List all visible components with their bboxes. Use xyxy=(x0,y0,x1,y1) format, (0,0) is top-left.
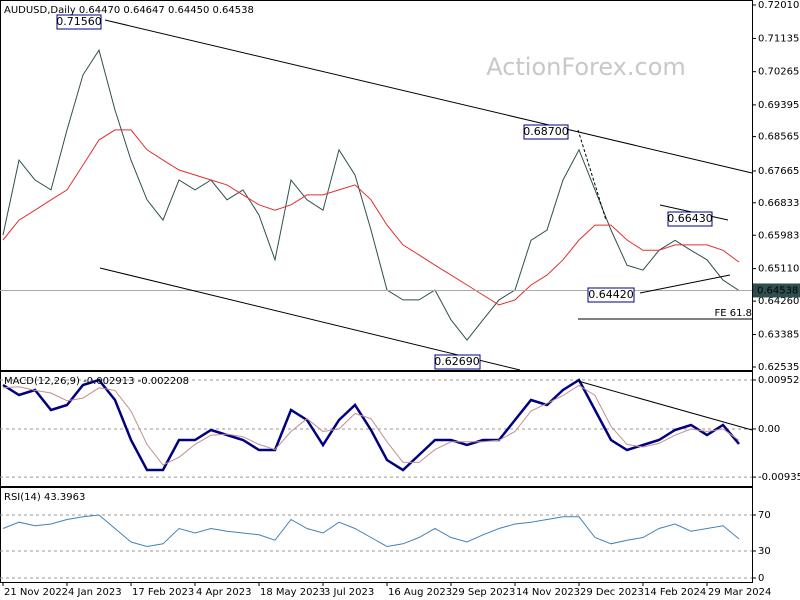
annotation-box xyxy=(667,211,713,227)
panel-title: MACD(12,26,9) -0.002913 -0.002208 xyxy=(4,376,189,387)
trendlines xyxy=(99,19,753,431)
triangle-line xyxy=(639,274,731,294)
x-tick-label: 14 Nov 2023 xyxy=(516,587,580,598)
channel-bottom xyxy=(99,267,521,371)
series-line xyxy=(2,48,740,341)
annotation-box xyxy=(434,354,481,370)
y-tick-label: 0.69395 xyxy=(758,100,799,111)
annotation-box xyxy=(56,14,102,30)
panel xyxy=(0,371,753,487)
series-line xyxy=(2,384,740,466)
y-tick-label: 0.65110 xyxy=(758,264,799,275)
x-tick-label: 17 Feb 2023 xyxy=(132,587,194,598)
y-tick-label: 70 xyxy=(758,510,771,521)
y-tick-label: 0.71135 xyxy=(758,33,799,44)
macd-trendline xyxy=(577,380,753,431)
x-tick-label: 4 Apr 2023 xyxy=(196,587,251,598)
y-tick-label: -0.00935 xyxy=(758,472,800,483)
series-line xyxy=(2,378,740,472)
annotation: 0.71560 xyxy=(56,15,102,28)
y-tick-label: 0.62535 xyxy=(758,362,799,373)
y-tick-label: 0.66833 xyxy=(758,198,799,209)
annotation-box xyxy=(523,124,569,140)
annotation: 0.64420 xyxy=(588,288,634,301)
annotations: 0.71560 0.68700 0.66430 0.64420 0.62690 … xyxy=(56,14,752,370)
panel xyxy=(0,487,753,583)
y-tick-label: 0.70265 xyxy=(758,67,799,78)
x-tick-label: 18 May 2023 xyxy=(260,587,325,598)
y-tick-label: 30 xyxy=(758,546,771,557)
x-tick-label: 29 Sep 2023 xyxy=(452,587,515,598)
last-price-label: 0.64538 xyxy=(757,285,798,296)
panel-title: AUDUSD,Daily 0.64470 0.64647 0.64450 0.6… xyxy=(4,5,254,16)
y-tick-label: 0.68565 xyxy=(758,132,799,143)
panel-title: RSI(14) 43.3963 xyxy=(4,492,85,503)
panel xyxy=(0,0,753,371)
x-tick-label: 29 Dec 2023 xyxy=(580,587,644,598)
y-tick-label: 0.009524 xyxy=(758,375,800,386)
y-tick-label: 0 xyxy=(758,573,764,584)
channel-top xyxy=(104,19,753,174)
x-tick-label: 21 Nov 2022 xyxy=(4,587,68,598)
annotation-box xyxy=(587,287,635,303)
fib-line xyxy=(577,129,607,221)
x-tick-label: 16 Aug 2023 xyxy=(388,587,452,598)
watermark: ActionForex.com xyxy=(486,53,686,81)
annotation: 0.62690 xyxy=(434,355,480,368)
annotation: FE 61.8 xyxy=(714,308,752,319)
series-line xyxy=(2,129,740,306)
annotation: 0.68700 xyxy=(523,125,569,138)
last-price-box xyxy=(753,283,800,298)
x-tick-label: 14 Feb 2024 xyxy=(644,587,706,598)
y-tick-label: 0.65983 xyxy=(758,230,799,241)
x-tick-label: 29 Mar 2024 xyxy=(708,587,771,598)
x-tick-label: 4 Jan 2023 xyxy=(68,587,122,598)
x-tick-label: 3 Jul 2023 xyxy=(324,587,374,598)
y-tick-label: 0.64260 xyxy=(758,296,799,307)
series-line xyxy=(2,514,740,548)
annotation: 0.66430 xyxy=(667,212,713,225)
y-tick-label: 0.72010 xyxy=(758,0,799,11)
y-tick-label: 0.00 xyxy=(758,424,780,435)
y-tick-label: 0.63385 xyxy=(758,330,799,341)
y-tick-label: 0.67665 xyxy=(758,166,799,177)
